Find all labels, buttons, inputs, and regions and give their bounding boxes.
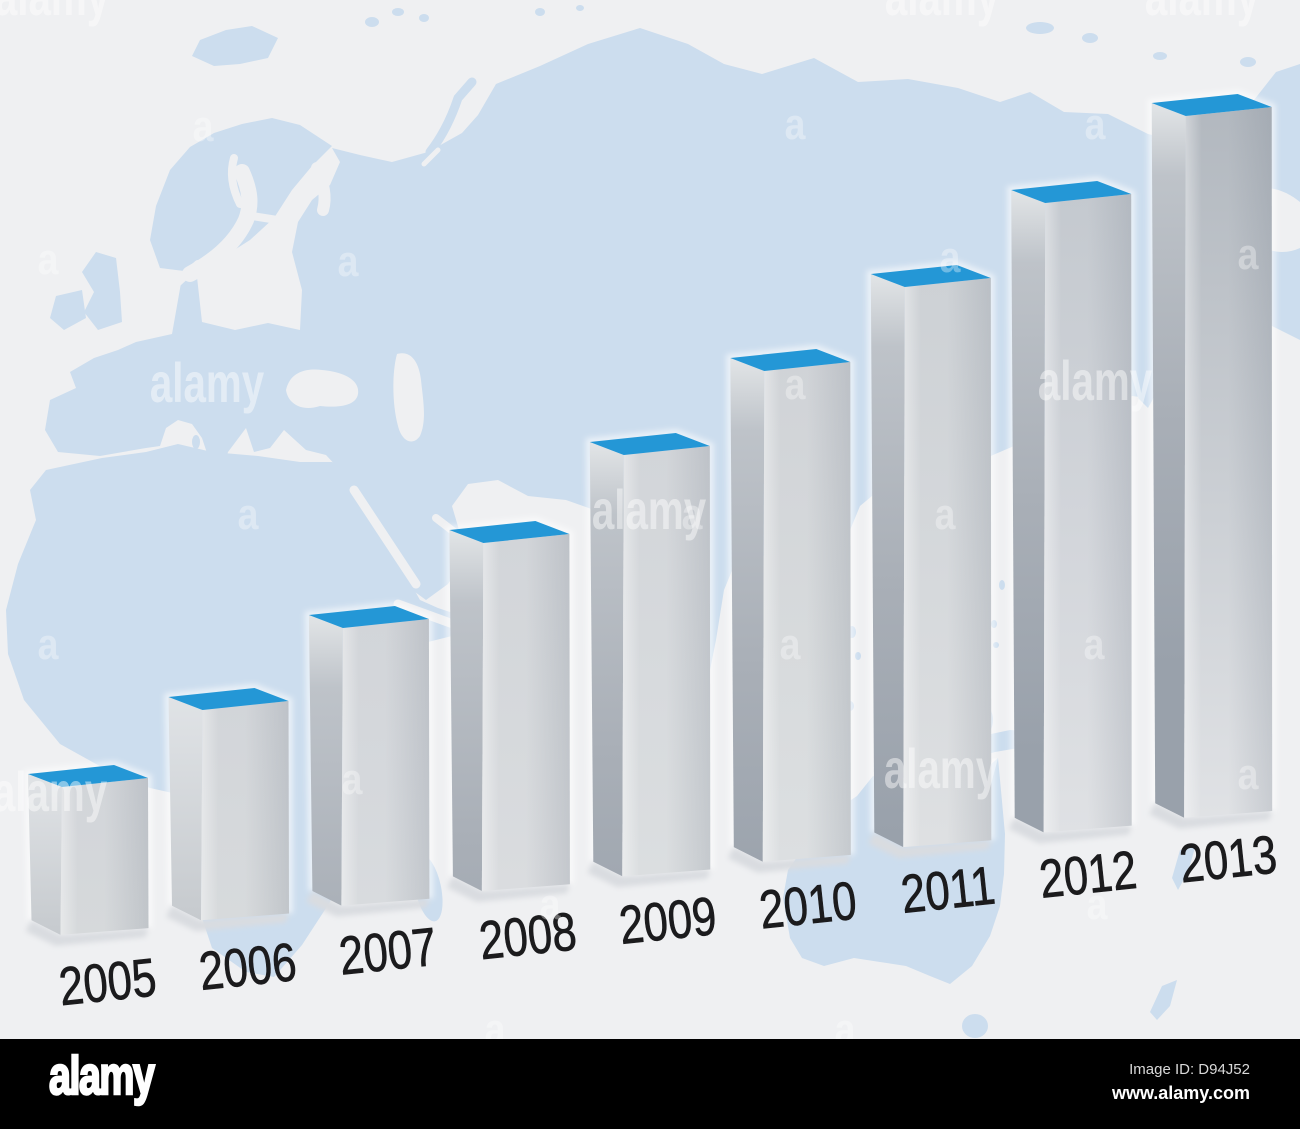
svg-text:a: a <box>540 879 561 929</box>
svg-text:alamy: alamy <box>150 352 264 414</box>
svg-text:a: a <box>485 1004 506 1039</box>
svg-text:alamy: alamy <box>1145 0 1259 27</box>
svg-text:2010: 2010 <box>757 871 860 940</box>
svg-text:a: a <box>935 489 956 539</box>
svg-text:a: a <box>338 236 359 286</box>
svg-text:a: a <box>342 754 363 804</box>
svg-text:alamy: alamy <box>1038 350 1152 412</box>
svg-text:a: a <box>1238 229 1259 279</box>
svg-text:2008: 2008 <box>476 902 579 971</box>
svg-text:alamy: alamy <box>884 738 998 800</box>
svg-text:alamy: alamy <box>0 761 107 823</box>
svg-text:a: a <box>238 489 259 539</box>
svg-text:2011: 2011 <box>898 856 998 925</box>
svg-text:a: a <box>785 359 806 409</box>
svg-text:a: a <box>38 234 59 284</box>
svg-text:a: a <box>835 1004 856 1039</box>
svg-text:a: a <box>780 619 801 669</box>
svg-text:2012: 2012 <box>1037 841 1140 910</box>
svg-text:a: a <box>1084 619 1105 669</box>
svg-text:alamy: alamy <box>885 0 999 27</box>
svg-text:alamy: alamy <box>0 0 109 27</box>
svg-text:2013: 2013 <box>1177 825 1280 894</box>
svg-text:alamy: alamy <box>592 479 706 541</box>
svg-text:a: a <box>940 232 961 282</box>
svg-text:a: a <box>682 489 703 539</box>
svg-text:a: a <box>38 619 59 669</box>
svg-text:a: a <box>1238 749 1259 799</box>
svg-text:2007: 2007 <box>336 918 439 987</box>
svg-text:a: a <box>1087 879 1108 929</box>
svg-text:2006: 2006 <box>196 933 299 1002</box>
svg-text:a: a <box>193 101 214 151</box>
svg-text:a: a <box>785 99 806 149</box>
svg-text:a: a <box>1085 99 1106 149</box>
svg-text:2009: 2009 <box>616 887 719 956</box>
svg-text:2005: 2005 <box>56 948 159 1017</box>
